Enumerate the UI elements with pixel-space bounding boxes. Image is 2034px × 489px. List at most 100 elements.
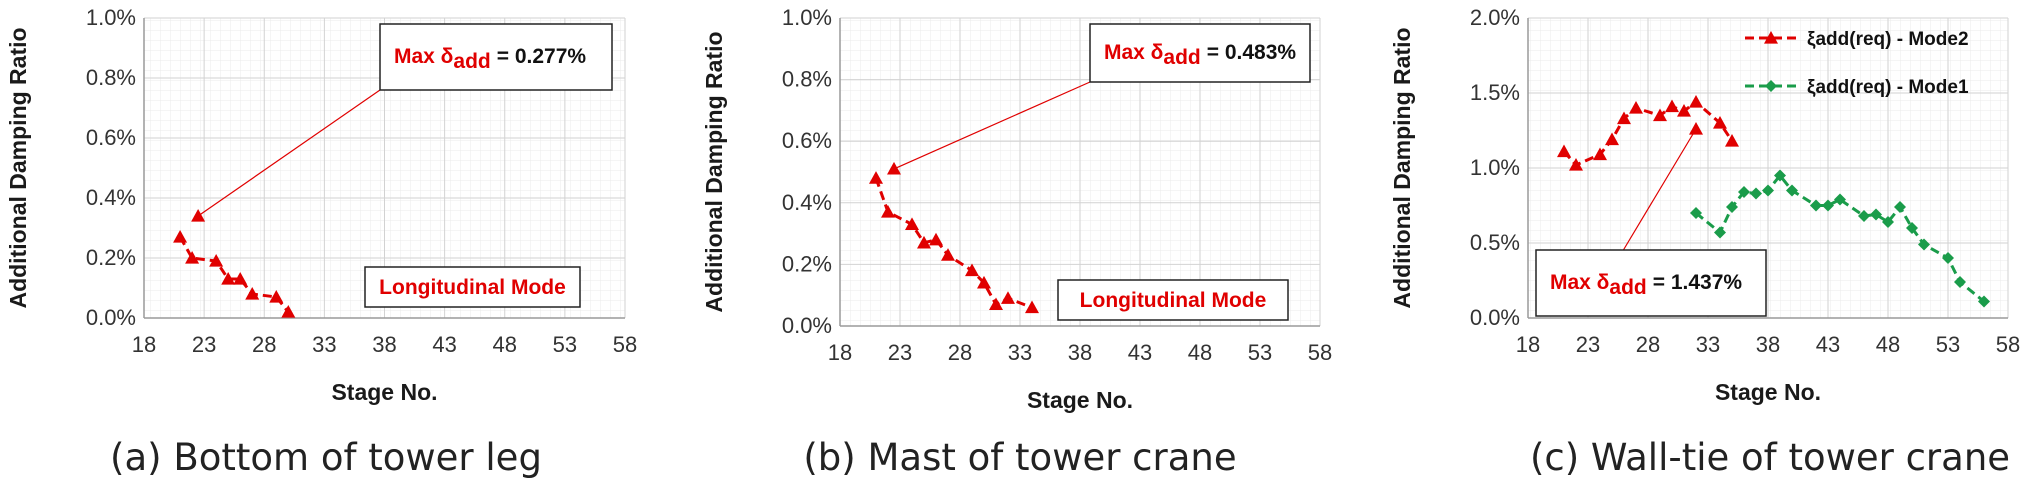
data-point bbox=[881, 205, 895, 218]
data-point bbox=[1810, 199, 1822, 212]
annotation-value: = 0.277% bbox=[497, 45, 587, 68]
max-data-point bbox=[1689, 122, 1703, 135]
data-point bbox=[929, 232, 943, 246]
legend-marker-diamond-icon bbox=[1765, 80, 1777, 92]
axes bbox=[143, 18, 625, 319]
annotation-value: = 0.483% bbox=[1207, 41, 1297, 64]
x-tick-label: 38 bbox=[1756, 332, 1780, 357]
max-annotation: Max δadd = 0.277% bbox=[197, 23, 613, 217]
data-point bbox=[1894, 201, 1906, 213]
annotation-subscript: add bbox=[1609, 276, 1646, 299]
data-point bbox=[1834, 193, 1846, 206]
chart-panel-b: 0.0% 0.2% 0.4% 0.6% 0.8% 1.0% 18 23 28 33 38 43 48 5… bbox=[701, 5, 1332, 479]
data-point bbox=[1025, 300, 1039, 314]
legend-item-mode1: ξadd(req) - Mode1 bbox=[1745, 77, 1969, 98]
series-group bbox=[869, 161, 1039, 314]
mode-box bbox=[1057, 279, 1289, 321]
y-tick-label: 0.2% bbox=[782, 251, 832, 276]
mode-box bbox=[364, 266, 581, 308]
x-tick-label: 23 bbox=[888, 340, 912, 365]
x-tick-label: 28 bbox=[252, 332, 276, 357]
x-tick-label: 28 bbox=[1636, 332, 1660, 357]
max-annotation: Max δadd = 0.483% bbox=[893, 23, 1311, 170]
data-point bbox=[1593, 147, 1607, 161]
data-point bbox=[1906, 222, 1918, 234]
data-point bbox=[1870, 208, 1882, 221]
mode-label: Longitudinal Mode bbox=[1080, 289, 1267, 312]
legend-label-mode2: ξadd(req) - Mode2 bbox=[1807, 29, 1969, 50]
data-point bbox=[1689, 95, 1703, 108]
data-point bbox=[1653, 108, 1667, 122]
data-point bbox=[233, 272, 248, 285]
y-tick-label: 1.5% bbox=[1470, 80, 1520, 105]
x-tick-label: 58 bbox=[613, 332, 637, 357]
data-point bbox=[917, 235, 931, 249]
data-point bbox=[1762, 184, 1774, 197]
y-tick-labels: 0.0% 0.2% 0.4% 0.6% 0.8% 1.0% bbox=[782, 5, 832, 338]
x-tick-label: 18 bbox=[1516, 332, 1540, 357]
annotation-leader-line bbox=[197, 89, 381, 217]
x-tick-label: 33 bbox=[312, 332, 336, 357]
data-point bbox=[1665, 99, 1679, 113]
data-point bbox=[1569, 158, 1583, 171]
annotation-leader-line bbox=[1622, 128, 1697, 251]
y-tick-label: 0.4% bbox=[86, 185, 136, 210]
mode-label: Longitudinal Mode bbox=[379, 276, 566, 299]
annotation-text: Max δadd = 1.437% bbox=[1550, 271, 1742, 299]
annotation-box bbox=[1089, 23, 1311, 83]
data-point bbox=[1557, 144, 1571, 158]
max-annotation: Max δadd = 1.437% bbox=[1535, 128, 1767, 317]
data-point bbox=[1738, 186, 1750, 198]
y-tick-label: 1.0% bbox=[86, 5, 136, 30]
data-point bbox=[209, 254, 224, 267]
x-tick-label: 58 bbox=[1996, 332, 2020, 357]
x-tick-label: 38 bbox=[372, 332, 396, 357]
x-tick-label: 53 bbox=[553, 332, 577, 357]
annotation-label: Max δ bbox=[394, 45, 453, 68]
y-tick-label: 0.8% bbox=[86, 65, 136, 90]
y-tick-label: 0.8% bbox=[782, 67, 832, 92]
y-tick-label: 1.0% bbox=[782, 5, 832, 30]
chart-panel-c: 0.0%0.5%1.0%1.5%2.0% 18 23 28 33 38 43 48 53 58 … bbox=[1389, 5, 2020, 479]
data-point bbox=[185, 251, 200, 264]
x-tick-label: 53 bbox=[1936, 332, 1960, 357]
data-point bbox=[173, 230, 188, 243]
x-tick-label: 28 bbox=[948, 340, 972, 365]
data-point bbox=[269, 290, 284, 303]
data-point bbox=[221, 272, 236, 285]
annotation-subscript: add bbox=[1163, 46, 1200, 69]
data-point bbox=[1629, 101, 1643, 114]
y-tick-labels: 0.0% 0.5% 1.0% 1.5% 2.0% bbox=[1470, 5, 1520, 330]
data-point bbox=[1725, 134, 1739, 147]
y-axis-title: Additional Damping Ratio bbox=[701, 31, 727, 312]
x-axis-title: Stage No. bbox=[1715, 379, 1821, 405]
annotation-text: Max δadd = 0.483% bbox=[1104, 41, 1296, 69]
y-tick-label: 0.0% bbox=[86, 305, 136, 330]
x-tick-labels: 18 23 28 33 38 43 48 53 58 bbox=[828, 340, 1332, 365]
data-point bbox=[965, 263, 979, 277]
data-point bbox=[1001, 291, 1015, 304]
data-point bbox=[1774, 169, 1786, 182]
x-tick-label: 33 bbox=[1696, 332, 1720, 357]
annotation-label: Max δ bbox=[1550, 271, 1609, 294]
y-tick-label: 2.0% bbox=[1470, 5, 1520, 30]
panel-caption: (c) Wall-tie of tower crane bbox=[1530, 436, 2010, 479]
data-point bbox=[989, 297, 1003, 311]
annotation-text: Max δadd = 0.277% bbox=[394, 45, 586, 73]
x-tick-label: 48 bbox=[493, 332, 517, 357]
y-axis-title: Additional Damping Ratio bbox=[1389, 27, 1415, 308]
x-tick-labels: 18 23 28 33 38 43 48 53 58 bbox=[132, 332, 637, 357]
y-tick-label: 0.2% bbox=[86, 245, 136, 270]
legend-marker-triangle-icon bbox=[1764, 31, 1778, 44]
legend: ξadd(req) - Mode2 ξadd(req) - Mode1 bbox=[1745, 29, 1969, 98]
x-tick-label: 43 bbox=[1128, 340, 1152, 365]
x-axis-title: Stage No. bbox=[331, 379, 437, 405]
y-tick-label: 0.5% bbox=[1470, 230, 1520, 255]
annotation-subscript: add bbox=[453, 50, 490, 73]
mode-label-box: Longitudinal Mode bbox=[1057, 279, 1289, 321]
series-group bbox=[1557, 95, 1990, 308]
annotation-value: = 1.437% bbox=[1653, 271, 1743, 294]
max-data-point bbox=[887, 161, 901, 175]
axes bbox=[1527, 18, 2008, 319]
